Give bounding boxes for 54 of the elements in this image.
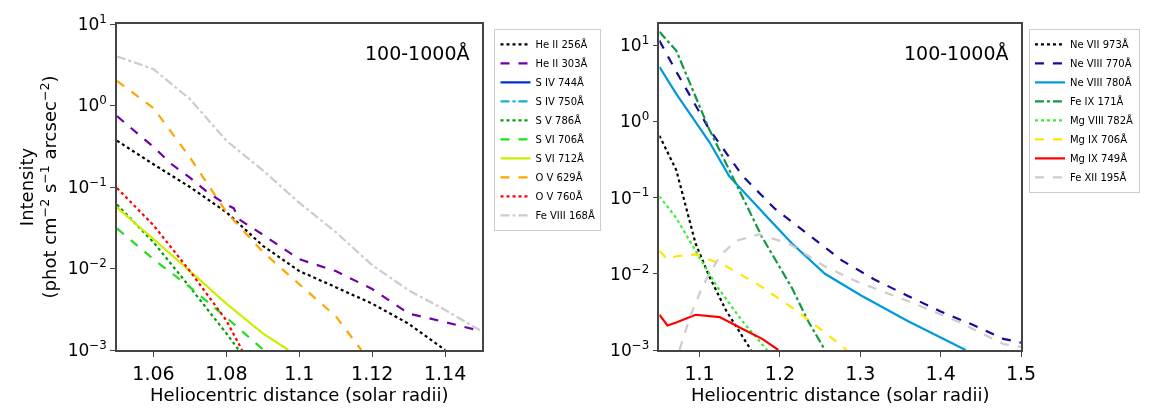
x-tick-label: 1.5: [1005, 361, 1037, 384]
line-series: [659, 195, 769, 350]
legend-label: He II 256Å: [535, 38, 588, 51]
x-tick-label: 1.12: [351, 361, 394, 384]
y-tick-label: 10$^{1}$: [620, 33, 650, 56]
x-tick-label: 1.3: [845, 361, 876, 384]
y-tick-label: 10$^{0}$: [620, 109, 650, 132]
x-tick-label: 1.1: [284, 361, 315, 384]
line-series: [659, 30, 827, 350]
legend-label: O V 629Å: [535, 171, 583, 184]
legend-label: He II 303Å: [535, 57, 588, 70]
line-series: [659, 313, 780, 350]
line-series: [659, 65, 967, 350]
line-series: [659, 134, 753, 350]
legend-label: Ne VIII 770Å: [1069, 57, 1132, 70]
legend-label: Fe XII 195Å: [1069, 171, 1127, 184]
y-tick-label: 10$^{−1}$: [67, 174, 107, 197]
legend-label: S VI 712Å: [535, 152, 585, 165]
line-series: [117, 206, 290, 350]
line-series: [659, 39, 1021, 344]
y-tick-label: 10$^{1}$: [77, 11, 107, 34]
legend-label: Mg IX 706Å: [1069, 133, 1128, 146]
legend-label: S V 786Å: [535, 114, 582, 127]
line-series: [117, 79, 363, 350]
x-tick-label: 1.1: [684, 361, 715, 384]
x-axis-title: Heliocentric distance (solar radii): [150, 383, 449, 405]
y-tick-label: 10$^{0}$: [77, 93, 107, 116]
line-series: [117, 139, 447, 350]
y-tick-label: 10$^{−3}$: [610, 337, 650, 360]
legend-label: Ne VII 973Å: [1069, 38, 1129, 51]
legend-label: Fe IX 171Å: [1069, 95, 1124, 108]
legend-label: Mg VIII 782Å: [1069, 114, 1134, 127]
y-tick-label: 10$^{−3}$: [67, 337, 107, 360]
legend-label: Ne VIII 780Å: [1069, 76, 1132, 89]
line-series: [117, 227, 265, 350]
legend-label: S IV 744Å: [535, 76, 585, 89]
x-tick-label: 1.2: [764, 361, 796, 384]
y-tick-label: 10$^{−1}$: [610, 185, 650, 208]
annotation: 100-1000Å: [904, 42, 1009, 64]
legend-label: O V 760Å: [535, 190, 583, 203]
legend-label: S IV 750Å: [535, 95, 585, 108]
y-tick-label: 10$^{−2}$: [610, 261, 650, 284]
x-axis-title: Heliocentric distance (solar radii): [690, 383, 990, 405]
y-tick-label: 10$^{−2}$: [67, 256, 107, 279]
line-series: [659, 249, 848, 350]
x-tick-label: 1.4: [925, 361, 956, 384]
legend-label: S VI 706Å: [535, 133, 585, 146]
x-tick-label: 1.14: [423, 361, 467, 384]
line-series: [678, 233, 1021, 350]
x-tick-label: 1.06: [132, 361, 175, 384]
x-tick-label: 1.08: [205, 361, 248, 384]
legend-label: Mg IX 749Å: [1069, 152, 1128, 165]
annotation: 100-1000Å: [365, 42, 470, 64]
legend-label: Fe VIII 168Å: [535, 209, 595, 222]
